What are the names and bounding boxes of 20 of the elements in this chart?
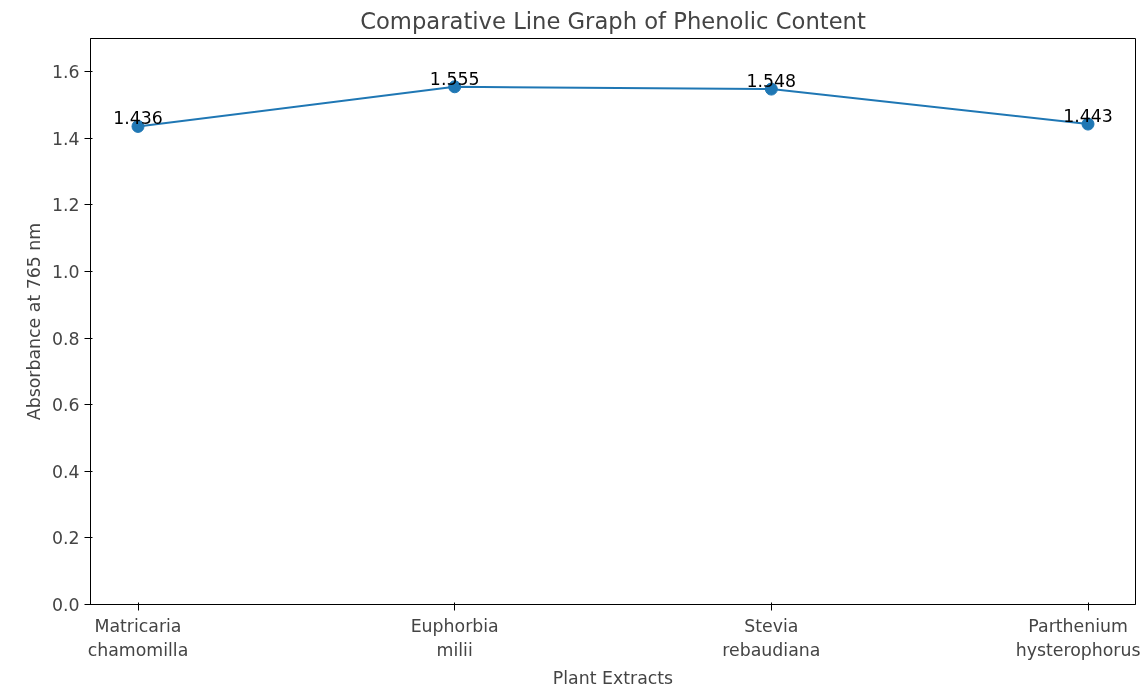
y-tick-label: 0.6 [51, 395, 80, 416]
y-tick-label: 0.2 [51, 528, 80, 549]
y-tick-label: 0.0 [51, 595, 80, 615]
y-tick-label: 1.4 [51, 128, 80, 149]
x-axis-title: Plant Extracts [552, 667, 674, 688]
y-tick-label: 0.8 [51, 328, 80, 349]
x-tick-label: Matricaria chamomilla [87, 615, 189, 660]
y-tick-label: 1.2 [51, 195, 80, 216]
x-tick-label: Parthenium hysterophorus [1015, 615, 1141, 660]
y-tick-label: 1.0 [51, 262, 80, 283]
y-tick-label: 0.4 [51, 461, 80, 482]
x-tick-label: Stevia rebaudiana [722, 615, 821, 660]
chart-title: Comparative Line Graph of Phenolic Content [360, 7, 866, 34]
data-label: 1.548 [746, 71, 797, 92]
x-tick-label: Euphorbia milii [410, 615, 499, 660]
data-label: 1.555 [429, 68, 480, 89]
data-label: 1.436 [113, 108, 163, 129]
data-label: 1.443 [1063, 106, 1113, 127]
y-axis-title: Absorbance at 765 nm [23, 222, 44, 421]
y-tick-label: 1.6 [51, 62, 80, 83]
